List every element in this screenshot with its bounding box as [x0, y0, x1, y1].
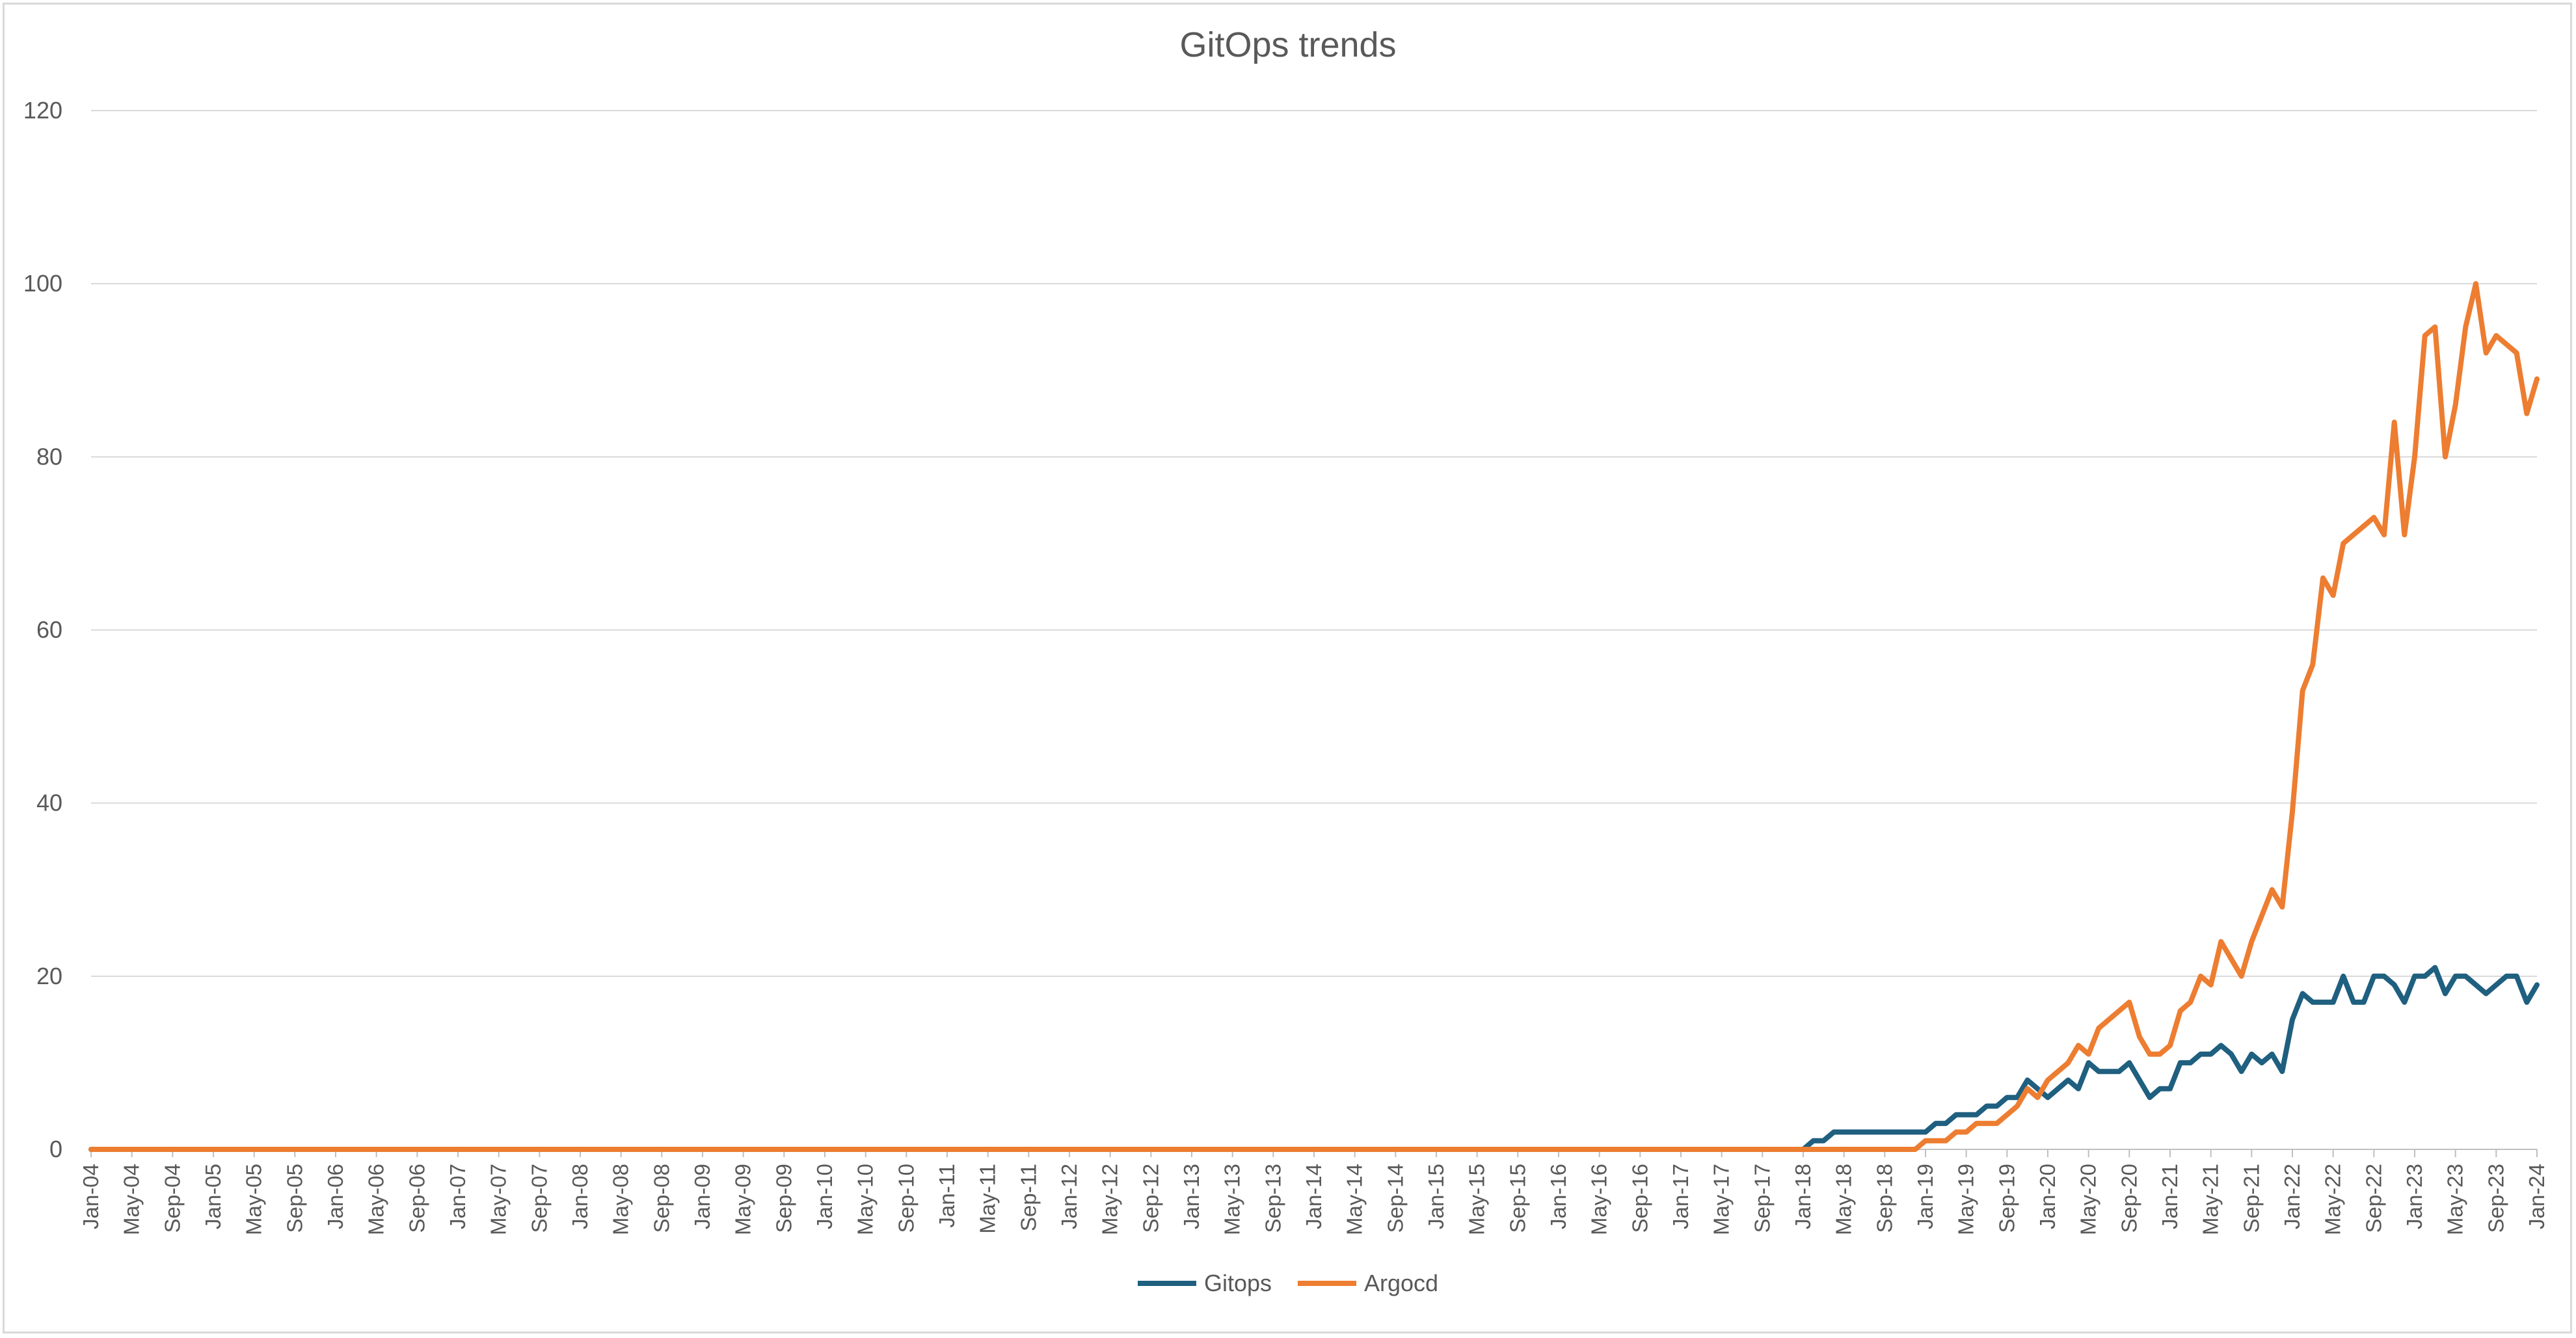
x-tick-label: May-20 [2076, 1164, 2100, 1235]
x-tick-label: Jan-15 [1424, 1164, 1448, 1229]
x-tick-label: Sep-20 [2117, 1164, 2141, 1233]
y-tick-label: 40 [36, 790, 62, 816]
x-tick-label: Sep-05 [282, 1164, 306, 1233]
x-tick-label: Jan-18 [1791, 1164, 1815, 1229]
gridlines [91, 110, 2537, 977]
x-tick-label: Sep-07 [527, 1164, 551, 1233]
x-axis-ticks: Jan-04 May-04 Sep-04 Jan-05 May-05 Sep-05 Jan-… [79, 1149, 2549, 1235]
chart-frame [3, 3, 2572, 1333]
x-tick-label: Jan-08 [568, 1164, 592, 1229]
x-tick-label: May-12 [1098, 1164, 1122, 1235]
legend-item-gitops: Gitops [1137, 1270, 1272, 1297]
x-tick-label: Sep-23 [2484, 1164, 2508, 1233]
x-tick-label: May-21 [2199, 1164, 2223, 1235]
x-tick-label: May-05 [242, 1164, 266, 1235]
x-tick-label: Sep-10 [894, 1164, 918, 1233]
x-tick-label: Jan-06 [323, 1164, 347, 1229]
x-tick-label: Jan-11 [935, 1164, 959, 1227]
legend: Gitops Argocd [0, 1270, 2576, 1297]
x-tick-label: May-08 [609, 1164, 633, 1235]
x-tick-label: Jan-16 [1546, 1164, 1570, 1229]
legend-swatch [1297, 1281, 1356, 1286]
x-tick-label: May-14 [1343, 1164, 1367, 1235]
x-tick-label: Jan-19 [1913, 1164, 1937, 1229]
legend-swatch [1137, 1281, 1196, 1286]
y-tick-label: 80 [36, 443, 62, 470]
x-tick-label: Sep-08 [649, 1164, 673, 1233]
x-tick-label: May-15 [1465, 1164, 1489, 1235]
x-tick-label: May-10 [853, 1164, 878, 1235]
y-tick-label: 120 [23, 97, 62, 124]
x-tick-label: May-07 [487, 1164, 511, 1235]
x-tick-label: Jan-12 [1057, 1164, 1081, 1229]
x-tick-label: Sep-16 [1628, 1164, 1652, 1233]
x-tick-label: Sep-18 [1872, 1164, 1896, 1233]
series-lines [88, 281, 2540, 1152]
x-tick-label: May-11 [976, 1164, 1000, 1234]
x-tick-label: Jan-09 [690, 1164, 714, 1229]
x-tick-label: May-04 [120, 1164, 144, 1235]
x-tick-label: Jan-05 [201, 1164, 225, 1229]
x-tick-label: Jan-23 [2402, 1164, 2426, 1229]
x-tick-label: May-16 [1587, 1164, 1611, 1235]
x-tick-label: Jan-10 [812, 1164, 837, 1229]
x-tick-label: Sep-13 [1261, 1164, 1285, 1233]
x-tick-label: May-17 [1710, 1164, 1734, 1235]
x-tick-label: Sep-11 [1016, 1164, 1040, 1231]
legend-label: Argocd [1363, 1270, 1439, 1296]
x-tick-label: Sep-17 [1750, 1164, 1774, 1233]
x-tick-label: May-18 [1832, 1164, 1856, 1235]
y-tick-label: 0 [49, 1136, 62, 1162]
x-tick-label: Sep-19 [1994, 1164, 2019, 1233]
x-tick-label: Sep-06 [405, 1164, 429, 1233]
x-tick-label: Jan-04 [79, 1164, 103, 1229]
x-tick-label: Jan-13 [1179, 1164, 1203, 1229]
x-tick-label: Sep-09 [771, 1164, 796, 1233]
series-line-argocd [88, 281, 2540, 1152]
x-tick-label: Sep-04 [160, 1164, 184, 1233]
x-tick-label: Jan-14 [1302, 1164, 1326, 1229]
series-line-gitops [88, 965, 2540, 1152]
y-tick-label: 60 [36, 617, 62, 643]
y-tick-label: 100 [23, 270, 62, 297]
y-tick-label: 20 [36, 963, 62, 989]
x-tick-label: Sep-21 [2239, 1164, 2263, 1233]
chart-title: GitOps trends [1179, 25, 1397, 64]
x-tick-label: Jan-17 [1669, 1164, 1693, 1229]
x-tick-label: May-23 [2443, 1164, 2467, 1235]
x-tick-label: May-22 [2321, 1164, 2345, 1235]
legend-item-argocd: Argocd [1297, 1270, 1439, 1297]
x-tick-label: Jan-21 [2158, 1164, 2182, 1229]
x-tick-label: Jan-24 [2525, 1164, 2549, 1229]
y-axis-ticks: 0 20 40 60 80 100 120 [23, 97, 62, 1162]
x-tick-label: May-06 [364, 1164, 388, 1235]
x-tick-label: Sep-14 [1383, 1164, 1407, 1233]
x-tick-label: Jan-20 [2035, 1164, 2059, 1229]
legend-label: Gitops [1203, 1270, 1272, 1296]
x-tick-label: Sep-22 [2361, 1164, 2385, 1233]
x-tick-label: Sep-15 [1505, 1164, 1529, 1233]
x-tick-label: May-13 [1220, 1164, 1244, 1235]
x-tick-label: Sep-12 [1138, 1164, 1162, 1233]
x-tick-label: May-19 [1954, 1164, 1978, 1235]
x-tick-label: May-09 [731, 1164, 755, 1235]
x-tick-label: Jan-07 [446, 1164, 470, 1229]
x-tick-label: Jan-22 [2280, 1164, 2304, 1229]
